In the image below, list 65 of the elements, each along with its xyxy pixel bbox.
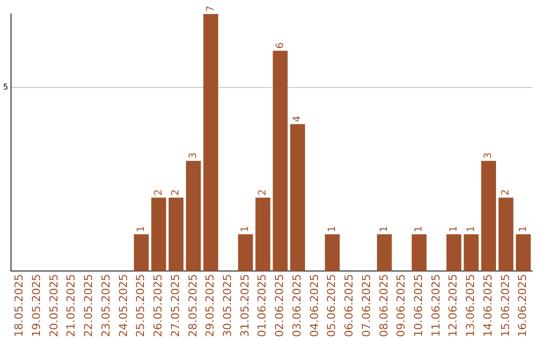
x-tick-label: 14.06.2025 bbox=[481, 274, 494, 338]
data-label: 3 bbox=[483, 152, 494, 159]
bar bbox=[498, 198, 514, 272]
data-label: 1 bbox=[136, 226, 147, 232]
bar bbox=[272, 50, 288, 272]
data-label: 3 bbox=[188, 152, 199, 159]
x-tick-label: 21.05.2025 bbox=[64, 274, 78, 338]
data-label: 1 bbox=[379, 226, 390, 232]
bar bbox=[324, 234, 340, 272]
bar bbox=[168, 198, 184, 272]
x-tick-label: 05.06.2025 bbox=[325, 274, 338, 338]
x-tick-label: 24.05.2025 bbox=[116, 274, 130, 338]
x-tick-label: 01.06.2025 bbox=[256, 274, 269, 338]
data-label: 2 bbox=[500, 189, 512, 196]
x-tick-label: 26.05.2025 bbox=[152, 274, 165, 338]
data-label: 4 bbox=[292, 116, 304, 122]
x-tick-label: 10.06.2025 bbox=[412, 274, 425, 338]
x-tick-label: 30.05.2025 bbox=[220, 274, 234, 338]
x-tick-label: 09.06.2025 bbox=[394, 274, 408, 338]
bar bbox=[290, 124, 306, 272]
bar bbox=[255, 198, 270, 272]
x-tick-label: 22.05.2025 bbox=[82, 274, 96, 338]
x-tick-label: 07.06.2025 bbox=[360, 274, 373, 338]
x-tick-label: 11.06.2025 bbox=[429, 274, 442, 338]
x-tick-label: 04.06.2025 bbox=[308, 274, 321, 338]
bar bbox=[481, 160, 496, 272]
x-tick-label: 19.05.2025 bbox=[30, 274, 43, 338]
x-tick-label: 25.05.2025 bbox=[134, 274, 148, 338]
data-label: 2 bbox=[153, 189, 164, 196]
bar bbox=[516, 234, 531, 272]
data-label: 7 bbox=[205, 6, 216, 12]
bar bbox=[412, 234, 427, 272]
x-tick-label: 03.06.2025 bbox=[290, 274, 304, 338]
data-label: 1 bbox=[448, 226, 460, 232]
bar bbox=[151, 198, 166, 272]
x-tick-label: 27.05.2025 bbox=[168, 274, 182, 338]
x-tick-label: 29.05.2025 bbox=[204, 274, 217, 338]
x-tick-label: 20.05.2025 bbox=[47, 274, 60, 338]
bar bbox=[134, 234, 149, 272]
data-label: 1 bbox=[414, 226, 425, 232]
bar bbox=[464, 234, 479, 272]
data-label: 1 bbox=[326, 226, 338, 232]
x-tick-label: 15.06.2025 bbox=[498, 274, 512, 338]
data-label: 6 bbox=[274, 42, 286, 49]
bar bbox=[203, 14, 218, 272]
bar bbox=[376, 234, 392, 272]
y-tick-label: 5 bbox=[2, 82, 8, 92]
bar bbox=[238, 234, 253, 272]
data-label: 1 bbox=[518, 226, 529, 232]
x-tick-label: 31.05.2025 bbox=[238, 274, 252, 338]
x-tick-label: 02.06.2025 bbox=[273, 274, 286, 338]
x-tick-label: 18.05.2025 bbox=[12, 274, 26, 338]
x-tick-label: 12.06.2025 bbox=[446, 274, 460, 338]
bar bbox=[446, 234, 462, 272]
bar bbox=[186, 160, 201, 272]
x-tick-label: 28.05.2025 bbox=[186, 274, 200, 338]
x-tick-label: 06.06.2025 bbox=[342, 274, 356, 338]
x-tick-label: 08.06.2025 bbox=[377, 274, 390, 338]
x-tick-label: 16.06.2025 bbox=[516, 274, 530, 338]
data-label: 1 bbox=[240, 226, 252, 232]
data-label: 1 bbox=[466, 226, 477, 232]
x-tick-label: 23.05.2025 bbox=[99, 274, 112, 338]
x-tick-label: 13.06.2025 bbox=[464, 274, 478, 338]
data-label: 2 bbox=[170, 189, 182, 196]
data-label: 2 bbox=[257, 189, 268, 196]
